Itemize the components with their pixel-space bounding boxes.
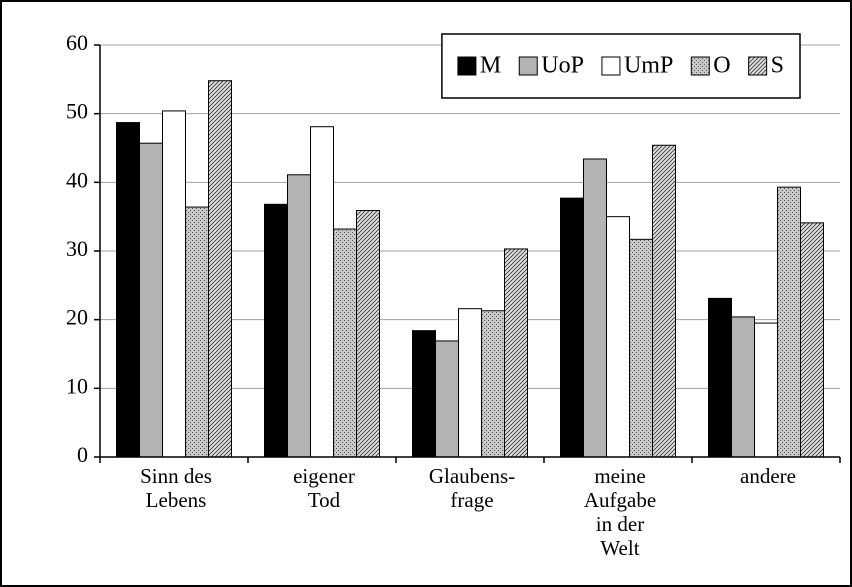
bar xyxy=(606,216,630,458)
bar xyxy=(754,322,778,458)
legend-swatch xyxy=(457,56,477,76)
y-tick-label: 40 xyxy=(66,167,88,192)
bar xyxy=(435,340,459,458)
x-tick-label: andere xyxy=(740,464,796,488)
bar xyxy=(800,222,824,458)
bar xyxy=(731,316,755,458)
bar xyxy=(412,330,436,458)
legend-swatch xyxy=(601,56,621,76)
y-tick-label: 50 xyxy=(66,99,88,124)
x-tick-label: Glaubens- frage xyxy=(428,464,516,512)
bar xyxy=(139,142,163,458)
y-tick-label: 10 xyxy=(66,373,88,398)
bar xyxy=(504,248,528,458)
bar xyxy=(777,186,801,458)
bar xyxy=(310,126,334,458)
legend: M UoP UmP O S xyxy=(441,33,801,99)
bar xyxy=(629,238,653,458)
x-tick-label: meine Aufgabe in der Welt xyxy=(583,464,657,560)
bar xyxy=(560,197,584,458)
bar xyxy=(458,308,482,458)
bar xyxy=(208,80,232,458)
y-tick-label: 60 xyxy=(66,30,88,55)
legend-label: O xyxy=(713,53,730,79)
x-tick-label: eigener Tod xyxy=(293,464,355,512)
bar xyxy=(481,310,505,458)
legend-label: S xyxy=(771,53,784,79)
legend-swatch xyxy=(518,56,538,76)
y-tick-label: 0 xyxy=(77,442,88,467)
legend-label: UoP xyxy=(541,53,584,79)
bar xyxy=(185,206,209,458)
x-tick-label: Sinn des Lebens xyxy=(140,464,212,512)
bar xyxy=(652,144,676,458)
legend-swatch xyxy=(748,56,768,76)
bar xyxy=(708,297,732,458)
bar xyxy=(116,122,140,458)
legend-box xyxy=(441,33,801,99)
y-tick-label: 30 xyxy=(66,236,88,261)
bar xyxy=(162,110,186,458)
bar xyxy=(356,209,380,458)
bar xyxy=(583,158,607,458)
bar xyxy=(287,174,311,458)
y-tick-label: 20 xyxy=(66,305,88,330)
bar xyxy=(264,203,288,458)
bar xyxy=(333,228,357,458)
legend-swatch xyxy=(690,56,710,76)
legend-label: UmP xyxy=(624,53,673,79)
legend-label: M xyxy=(480,53,501,79)
